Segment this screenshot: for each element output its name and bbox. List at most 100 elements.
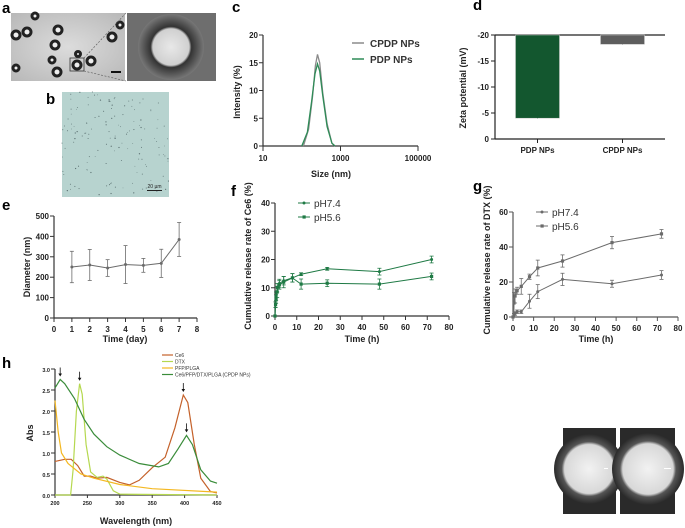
e-x-tick-label: 6 bbox=[159, 325, 164, 334]
particle-dot bbox=[62, 129, 64, 131]
h-y-axis-label: Abs bbox=[25, 424, 35, 441]
h-y-tick-label: 1.0 bbox=[42, 452, 50, 458]
particle-dot bbox=[64, 147, 66, 149]
h-y-tick-label: 3.0 bbox=[42, 368, 50, 374]
particle-dot bbox=[156, 191, 158, 193]
particle-dot bbox=[145, 164, 146, 166]
particle-dot bbox=[131, 99, 133, 101]
particle-dot bbox=[110, 145, 112, 147]
particle-dot bbox=[87, 138, 89, 140]
e-x-tick-label: 0 bbox=[52, 325, 57, 334]
d-y-tick-label: -20 bbox=[477, 31, 489, 40]
particle-dot bbox=[140, 139, 142, 141]
particle-dot bbox=[134, 109, 135, 111]
particle-dot bbox=[167, 138, 168, 140]
f-data-point bbox=[325, 281, 329, 285]
h-y-tick-label: 0.0 bbox=[42, 494, 50, 500]
particle-dot bbox=[98, 115, 100, 117]
particle-dot bbox=[78, 188, 80, 190]
g-x-tick-label: 10 bbox=[529, 324, 538, 333]
f-y-tick-label: 10 bbox=[261, 284, 270, 293]
particle-dot bbox=[69, 183, 71, 185]
f-x-tick-label: 40 bbox=[358, 323, 367, 332]
panel-label-d: d bbox=[473, 0, 482, 14]
particle-dot bbox=[157, 102, 159, 104]
e-y-tick-label: 400 bbox=[36, 232, 50, 241]
e-y-tick-label: 300 bbox=[36, 253, 50, 262]
particle-dot bbox=[156, 141, 158, 142]
e-data-point bbox=[88, 263, 92, 267]
h-series-line-ce6-pfp-dtx-plga-cpdp-nps- bbox=[54, 378, 218, 484]
h-peak-arrowhead-icon bbox=[184, 429, 189, 433]
g-x-tick-label: 60 bbox=[632, 324, 641, 333]
particle-dot bbox=[111, 107, 113, 109]
g-data-point bbox=[519, 284, 523, 288]
d-y-tick-label: -5 bbox=[482, 109, 490, 118]
g-y-tick-label: 60 bbox=[499, 208, 508, 217]
f-x-tick-label: 50 bbox=[379, 323, 388, 332]
particle-dot bbox=[114, 97, 116, 98]
particle-dot bbox=[154, 137, 155, 139]
f-x-tick-label: 10 bbox=[292, 323, 301, 332]
g-data-point bbox=[536, 266, 540, 270]
particle-dot bbox=[124, 105, 126, 107]
particle-dot bbox=[70, 93, 72, 95]
g-data-point bbox=[528, 299, 531, 303]
g-x-tick-label: 70 bbox=[653, 324, 662, 333]
g-data-point bbox=[660, 273, 663, 277]
g-legend-label: pH7.4 bbox=[552, 208, 579, 219]
panel-label-f: f bbox=[231, 183, 237, 200]
f-legend-label: pH5.6 bbox=[314, 213, 341, 224]
particle-dot bbox=[70, 108, 72, 110]
d-y-axis-label: Zeta potential (mV) bbox=[458, 47, 468, 128]
particle-dot bbox=[118, 124, 119, 126]
g-legend-marker bbox=[540, 224, 544, 228]
particle-dot bbox=[105, 162, 107, 165]
e-data-point bbox=[106, 266, 110, 270]
f-data-point bbox=[430, 274, 434, 279]
particle-dot bbox=[134, 165, 136, 167]
h-x-tick-label: 350 bbox=[148, 501, 157, 507]
g-legend-marker bbox=[540, 210, 544, 214]
particle-dot bbox=[76, 108, 77, 110]
e-y-tick-label: 500 bbox=[36, 212, 50, 221]
particle-dot bbox=[75, 167, 77, 170]
e-y-tick-label: 100 bbox=[36, 294, 50, 303]
particle-dot bbox=[129, 130, 130, 132]
particle-dot bbox=[150, 180, 152, 181]
particle-dot bbox=[144, 128, 146, 130]
f-legend-marker bbox=[302, 215, 306, 219]
particle-dot bbox=[156, 127, 158, 129]
f-data-point bbox=[290, 276, 294, 280]
particle-dot bbox=[145, 187, 147, 189]
particle-dot bbox=[70, 113, 72, 115]
particle-dot bbox=[140, 126, 142, 129]
particle-dot bbox=[125, 133, 128, 135]
f-x-tick-label: 70 bbox=[423, 323, 432, 332]
f-x-tick-label: 80 bbox=[445, 323, 454, 332]
f-data-point bbox=[275, 290, 279, 294]
h-y-tick-label: 0.5 bbox=[42, 473, 50, 479]
panel-label-a: a bbox=[2, 0, 11, 17]
particle-dot bbox=[122, 114, 124, 116]
h-series-line-dtx bbox=[55, 383, 218, 496]
particle-dot bbox=[118, 146, 120, 149]
panel-label-b: b bbox=[46, 91, 55, 108]
particle-dot bbox=[76, 106, 78, 108]
tem-micrograph-zoom bbox=[127, 13, 216, 81]
particle-dot bbox=[91, 91, 93, 93]
particle-dot bbox=[63, 174, 65, 176]
d-category-label: PDP NPs bbox=[520, 146, 555, 155]
g-data-point bbox=[515, 310, 519, 314]
particle-dot bbox=[163, 125, 165, 127]
e-data-point bbox=[141, 263, 145, 267]
particle-dot bbox=[167, 160, 169, 162]
particle-dot bbox=[138, 153, 141, 155]
f-x-axis-label: Time (h) bbox=[345, 334, 380, 344]
particle-dot bbox=[108, 100, 110, 103]
g-x-tick-label: 0 bbox=[511, 324, 516, 333]
g-x-tick-label: 30 bbox=[570, 324, 579, 333]
d-y-tick-label: -15 bbox=[477, 57, 489, 66]
particle-dot bbox=[99, 99, 102, 101]
f-y-tick-label: 30 bbox=[261, 227, 270, 236]
